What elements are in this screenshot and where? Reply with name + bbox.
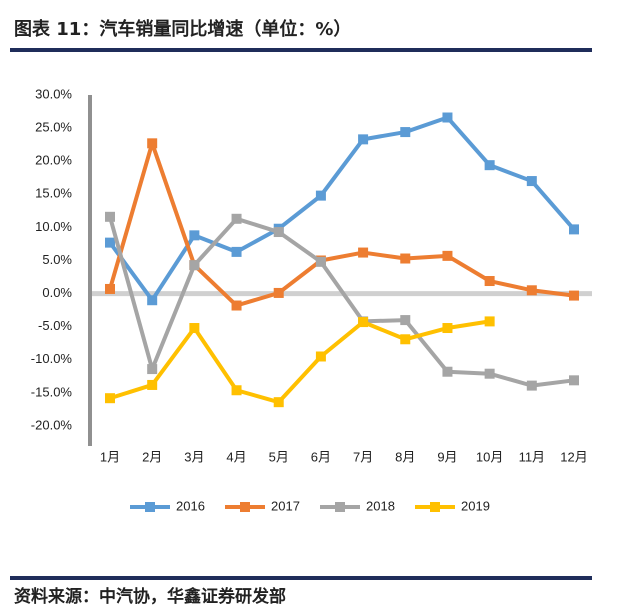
y-tick-label: -15.0%	[31, 384, 73, 399]
y-tick-label: 0.0%	[42, 285, 72, 300]
point	[526, 380, 537, 391]
legend-marker	[145, 502, 155, 512]
point	[400, 253, 411, 264]
point	[442, 250, 453, 261]
point	[231, 385, 242, 396]
point	[400, 127, 411, 138]
point	[400, 334, 411, 345]
legend-label: 2016	[176, 498, 205, 513]
x-tick-label: 10月	[476, 449, 503, 464]
point	[484, 316, 495, 327]
point	[105, 393, 115, 404]
x-tick-label: 2月	[142, 449, 162, 464]
y-tick-label: 20.0%	[35, 153, 72, 168]
point	[484, 276, 495, 287]
point	[400, 315, 411, 326]
x-tick-label: 7月	[353, 449, 373, 464]
point	[569, 375, 579, 386]
source-rule	[10, 576, 592, 580]
point	[105, 237, 115, 248]
point	[358, 247, 369, 258]
series-line	[108, 141, 575, 308]
chart-title: 图表 11：汽车销量同比增速（单位：%）	[14, 18, 351, 40]
point	[526, 176, 537, 187]
point	[189, 260, 200, 271]
point	[484, 368, 495, 379]
x-tick-label: 8月	[395, 449, 415, 464]
point	[189, 323, 200, 334]
point	[442, 112, 453, 123]
point	[442, 366, 453, 377]
y-tick-label: -20.0%	[31, 417, 73, 432]
x-tick-label: 1月	[100, 449, 120, 464]
series-line	[109, 319, 490, 405]
point	[569, 224, 579, 235]
x-tick-label: 6月	[311, 449, 331, 464]
point	[273, 227, 284, 238]
point	[147, 138, 158, 149]
point	[147, 295, 158, 306]
legend-label: 2017	[271, 498, 300, 513]
y-tick-label: 15.0%	[35, 186, 72, 201]
x-tick-label: 3月	[184, 449, 204, 464]
point	[147, 364, 158, 375]
point	[147, 379, 158, 390]
point	[569, 290, 579, 301]
point	[231, 246, 242, 257]
point	[315, 256, 326, 267]
x-tick-label: 12月	[560, 449, 587, 464]
legend-marker	[335, 502, 345, 512]
point	[231, 300, 242, 311]
x-tick-label: 4月	[226, 449, 246, 464]
x-tick-label: 11月	[519, 449, 546, 464]
point	[189, 230, 200, 241]
series-line	[108, 216, 575, 388]
point	[273, 287, 284, 298]
y-tick-label: 30.0%	[35, 86, 72, 101]
y-tick-label: 25.0%	[35, 120, 72, 135]
point	[231, 213, 242, 224]
legend-label: 2019	[461, 498, 490, 513]
series-line	[108, 115, 576, 303]
point	[526, 285, 537, 296]
y-tick-label: -5.0%	[38, 318, 72, 333]
point	[105, 283, 115, 294]
point	[358, 134, 369, 145]
legend-marker	[430, 502, 440, 512]
point	[315, 351, 326, 362]
point	[105, 211, 115, 222]
x-tick-label: 5月	[269, 449, 289, 464]
x-tick-label: 9月	[437, 449, 457, 464]
legend-marker	[240, 502, 250, 512]
y-tick-label: 10.0%	[35, 219, 72, 234]
source: 资料来源：中汽协，华鑫证券研发部	[14, 586, 286, 607]
point	[273, 397, 284, 408]
y-tick-label: -10.0%	[31, 351, 73, 366]
legend-label: 2018	[366, 498, 395, 513]
point	[315, 190, 326, 201]
point	[358, 317, 369, 328]
title-rule	[10, 48, 592, 52]
point	[442, 323, 453, 334]
y-tick-label: 5.0%	[42, 252, 72, 267]
point	[484, 160, 495, 171]
